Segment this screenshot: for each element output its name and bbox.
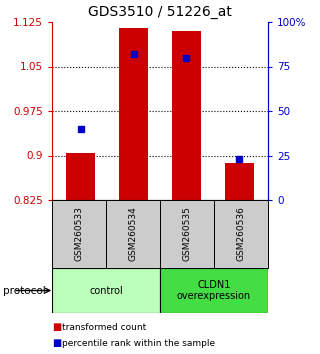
Bar [160,200,214,268]
Text: protocol: protocol [3,285,46,296]
Text: GSM260533: GSM260533 [75,207,84,262]
Text: ■: ■ [52,338,61,348]
Text: GSM260534: GSM260534 [129,207,138,261]
Text: GDS3510 / 51226_at: GDS3510 / 51226_at [88,5,232,19]
Bar [106,200,160,268]
Text: control: control [89,285,123,296]
Bar [172,31,201,200]
Bar [119,28,148,200]
Text: GSM260536: GSM260536 [236,207,245,262]
Bar [225,162,253,200]
Text: ■: ■ [52,322,61,332]
Bar [160,268,268,313]
Bar [52,200,106,268]
Bar [67,153,95,200]
Text: GSM260535: GSM260535 [182,207,191,262]
Bar [52,268,160,313]
Text: percentile rank within the sample: percentile rank within the sample [62,338,215,348]
Bar [214,200,268,268]
Text: transformed count: transformed count [62,322,146,332]
Text: CLDN1
overexpression: CLDN1 overexpression [177,280,251,301]
